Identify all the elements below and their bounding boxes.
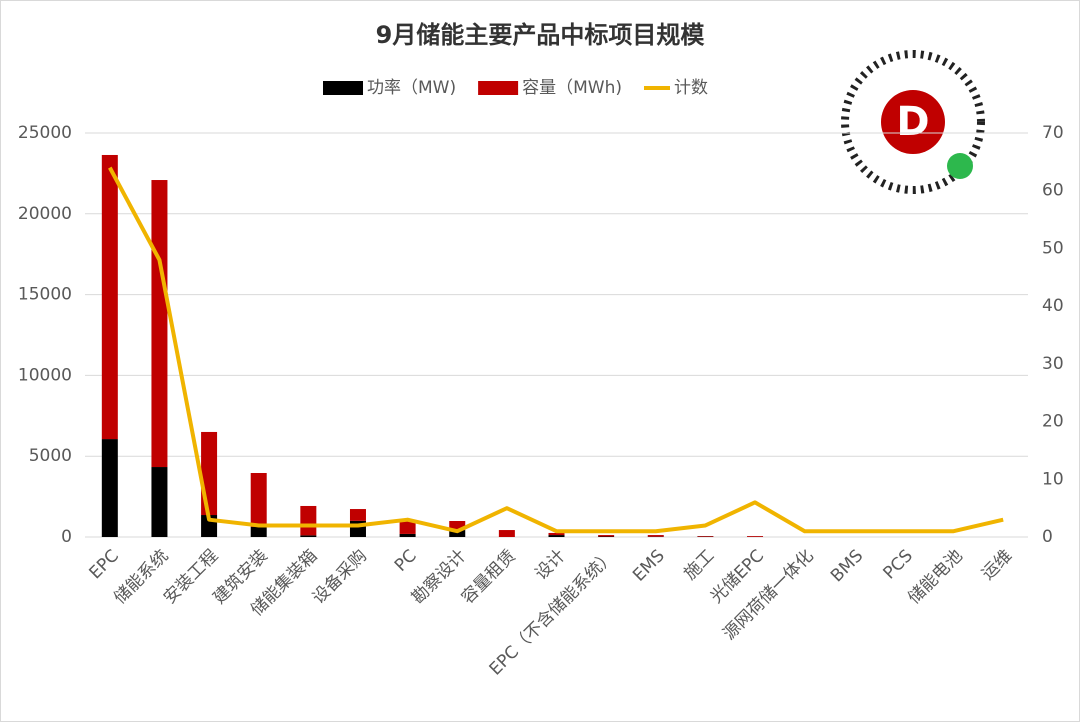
bar [300,505,317,536]
bar [250,526,267,537]
legend-label: 功率（MW) [367,78,456,98]
y2-tick-label: 20 [1042,412,1064,432]
chart-title: 9月储能主要产品中标项目规模 [376,21,706,49]
bar [349,509,366,521]
y2-tick-label: 60 [1042,181,1064,201]
bar [548,535,565,537]
bar [747,536,764,537]
legend-label: 容量（MWh) [522,78,622,98]
y-tick-label: 0 [61,527,72,547]
y2-tick-label: 50 [1042,238,1064,258]
bar [300,535,317,537]
y2-tick-label: 70 [1042,123,1064,143]
bar [449,521,466,531]
bar [250,473,267,527]
y-tick-label: 10000 [18,365,72,385]
bar [647,535,664,537]
bar [548,532,565,536]
bar [151,467,168,537]
bar [399,533,416,537]
y-tick-label: 15000 [18,285,72,305]
bar [101,154,118,440]
bar [201,431,218,516]
legend-label: 计数 [674,78,708,98]
y-tick-label: 5000 [29,446,72,466]
y2-tick-label: 30 [1042,354,1064,374]
bar [697,536,714,537]
y-tick-label: 20000 [18,204,72,224]
y2-tick-label: 40 [1042,296,1064,316]
y2-tick-label: 0 [1042,527,1053,547]
y2-tick-label: 10 [1042,469,1064,489]
bar [598,535,615,537]
legend-swatch [478,81,519,95]
bar [151,180,168,468]
bar [449,530,466,537]
bar [399,521,416,534]
svg-text:D: D [896,99,929,145]
legend-swatch [323,81,363,95]
line-series [108,166,1004,534]
bar [498,530,515,537]
bar [101,439,118,537]
qr-badge: D [841,50,985,194]
y-tick-label: 25000 [18,123,72,143]
